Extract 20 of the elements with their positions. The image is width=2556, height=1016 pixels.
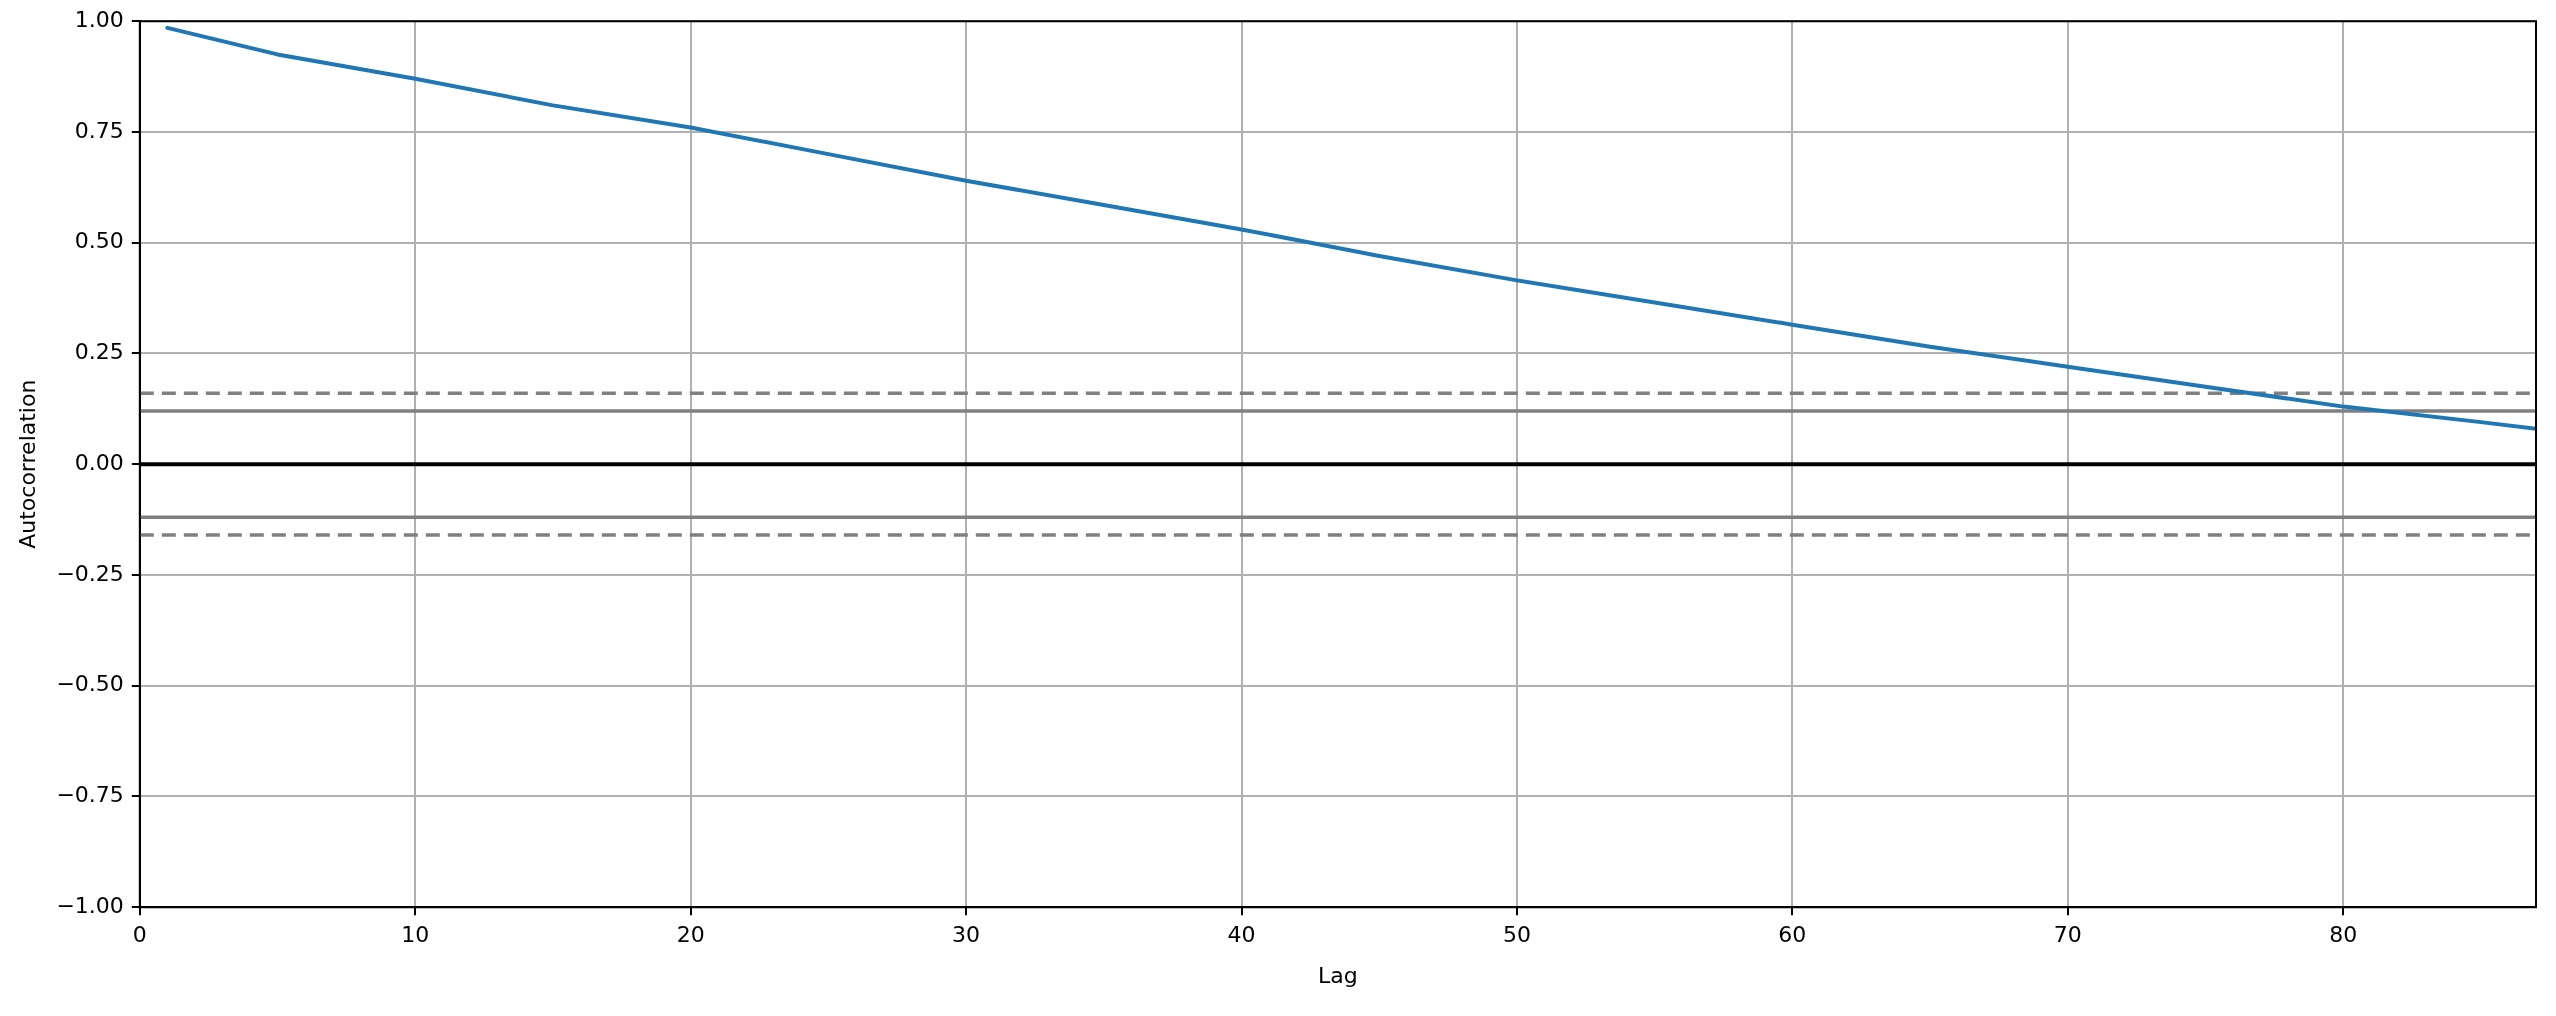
y-tick-label: 1.00 xyxy=(74,6,124,32)
x-tick-label: 40 xyxy=(1227,922,1256,948)
y-tick-label: −0.75 xyxy=(56,782,124,808)
y-tick-label: −0.25 xyxy=(56,560,124,586)
y-tick-label: 0.50 xyxy=(74,228,124,254)
y-tick-label: −0.50 xyxy=(56,671,124,697)
x-tick-label: 70 xyxy=(2053,922,2082,948)
y-tick-label: 0.25 xyxy=(74,339,124,365)
x-tick-label: 10 xyxy=(401,922,430,948)
x-axis-title: Lag xyxy=(1318,962,1358,988)
y-tick-label: 0.75 xyxy=(74,117,124,143)
y-tick-label: −1.00 xyxy=(56,892,124,918)
x-tick-label: 50 xyxy=(1502,922,1531,948)
x-tick-label: 20 xyxy=(676,922,705,948)
x-tick-label: 30 xyxy=(952,922,981,948)
x-tick-label: 0 xyxy=(132,922,147,948)
x-tick-label: 80 xyxy=(2329,922,2358,948)
x-tick-label: 60 xyxy=(1778,922,1807,948)
y-tick-label: 0.00 xyxy=(74,449,124,475)
y-axis-title: Autocorrelation xyxy=(14,379,40,549)
